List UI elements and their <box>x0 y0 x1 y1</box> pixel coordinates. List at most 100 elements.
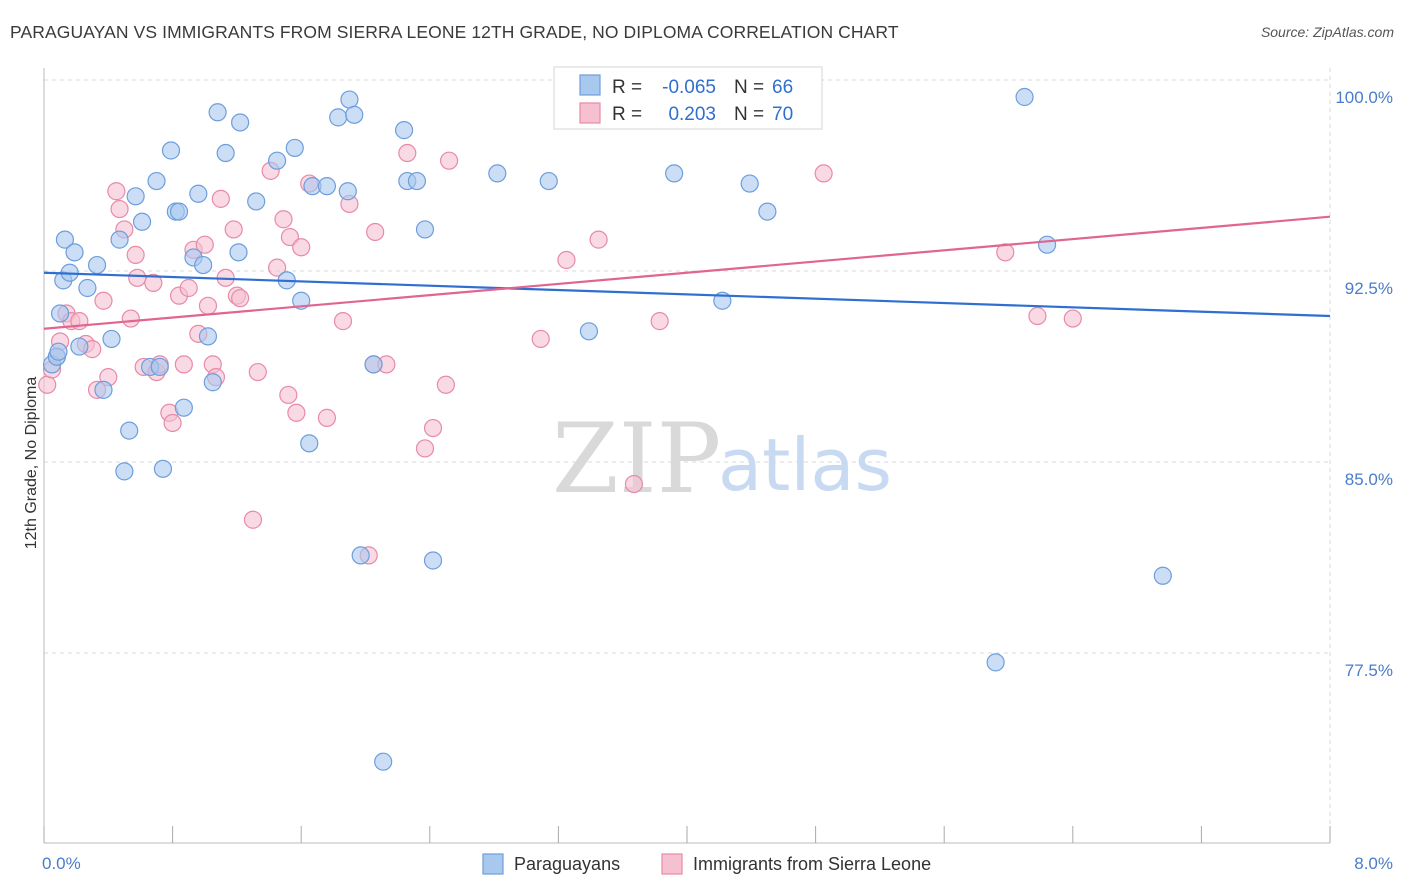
paraguayan-point <box>329 108 348 127</box>
sierra-leone-point <box>163 413 182 433</box>
sierra-leone-point <box>121 309 140 328</box>
sierra-leone-point <box>317 408 337 427</box>
legend-r-label: R = <box>612 77 642 98</box>
paraguayan-point <box>70 337 89 356</box>
legend-r-value: -0.065 <box>662 77 716 98</box>
bottom-legend: Paraguayans Immigrants from Sierra Leone <box>482 853 931 875</box>
sierra-leone-point <box>279 385 298 405</box>
paraguayan-point <box>423 551 443 570</box>
sierra-leone-point <box>179 278 198 298</box>
legend-n-label: N = <box>734 77 764 98</box>
sierra-leone-point <box>198 296 218 315</box>
paraguayan-trend-line <box>43 271 1331 318</box>
paraguayan-point <box>374 752 393 771</box>
paraguayan-point <box>1015 87 1034 107</box>
sierra-leone-point <box>144 273 163 293</box>
bottom-legend-swatch-pink <box>661 853 683 875</box>
paraguayan-point <box>115 462 134 481</box>
watermark-zip: ZIP <box>552 403 721 515</box>
paraguayan-point <box>338 182 357 201</box>
paraguayan-point <box>345 105 364 124</box>
paraguayan-point <box>174 398 193 417</box>
paraguayan-point <box>126 187 145 206</box>
paraguayan-point <box>169 202 189 221</box>
paraguayan-point <box>110 230 129 249</box>
sierra-leone-point <box>1063 309 1082 328</box>
bottom-legend-sierra-leone: Immigrants from Sierra Leone <box>693 854 931 874</box>
legend-n-label: N = <box>734 104 764 125</box>
paraguayan-point <box>216 143 235 163</box>
sierra-leone-point <box>231 289 250 308</box>
sierra-leone-point <box>195 235 214 254</box>
paraguayan-point <box>285 138 304 158</box>
bottom-legend-paraguayans: Paraguayans <box>514 854 620 874</box>
sierra-leone-point <box>224 220 243 239</box>
paraguayan-point <box>740 174 759 193</box>
x-tick-label: 0.0% <box>42 854 81 873</box>
legend-r-value: 0.203 <box>668 104 716 125</box>
paraguayan-point <box>539 171 558 191</box>
paraguayan-point <box>50 304 70 323</box>
source-label: Source: ZipAtlas.com <box>1260 24 1394 40</box>
sierra-leone-point <box>333 312 353 331</box>
legend-r-label: R = <box>612 104 642 125</box>
y-tick-label: 77.5% <box>1345 661 1393 680</box>
sierra-leone-point <box>814 164 833 183</box>
paraguayan-point <box>415 220 435 239</box>
paraguayan-point <box>153 459 173 478</box>
paraguayan-point <box>364 355 383 374</box>
data-points <box>38 87 1172 771</box>
paraguayan-point <box>267 151 287 170</box>
bottom-legend-swatch-blue <box>482 853 504 875</box>
paraguayan-point <box>102 329 121 349</box>
y-tick-label: 100.0% <box>1335 88 1393 107</box>
paraguayan-point <box>1153 566 1172 585</box>
paraguayan-point <box>49 342 68 361</box>
sierra-leone-point <box>398 143 417 163</box>
legend-swatch-blue <box>579 74 601 96</box>
sierra-leone-point <box>110 199 129 219</box>
trend-lines <box>43 215 1331 330</box>
sierra-leone-point <box>267 258 287 277</box>
sierra-leone-point <box>996 243 1015 262</box>
paraguayan-point <box>198 327 218 346</box>
sierra-leone-point <box>174 355 193 374</box>
sierra-leone-point <box>128 268 147 287</box>
paraguayan-point <box>407 171 427 191</box>
sierra-leone-point <box>248 362 267 382</box>
sierra-leone-point <box>280 227 300 247</box>
paraguayan-point <box>231 113 250 132</box>
sierra-leone-point <box>366 222 385 242</box>
sierra-leone-point <box>624 474 644 494</box>
paraguayan-point <box>150 357 169 377</box>
paraguayan-point <box>229 243 248 262</box>
paraguayan-point <box>194 255 213 275</box>
legend-box: R = -0.065 N = 66 R = 0.203 N = 70 <box>553 66 823 130</box>
watermark-atlas: atlas <box>718 423 892 507</box>
sierra-leone-point <box>557 250 576 270</box>
paraguayan-point <box>161 141 181 160</box>
x-tick-labels: 0.0% 8.0% <box>42 854 1393 873</box>
paraguayan-point <box>758 202 777 221</box>
sierra-leone-point <box>439 151 459 170</box>
paraguayan-point <box>94 380 113 399</box>
legend-n-value: 66 <box>772 77 793 98</box>
paraguayan-point <box>55 230 74 249</box>
sierra-leone-point <box>243 510 263 529</box>
sierra-leone-point <box>589 230 608 249</box>
sierra-leone-point <box>415 439 435 458</box>
paraguayan-point <box>579 322 599 341</box>
sierra-leone-point <box>650 312 669 331</box>
paraguayan-point <box>247 192 266 211</box>
paraguayan-point <box>488 164 507 183</box>
legend-swatch-pink <box>579 102 601 124</box>
sierra-leone-point <box>107 182 126 201</box>
sierra-leone-point <box>38 375 57 394</box>
sierra-leone-point <box>1028 306 1047 326</box>
paraguayan-point <box>665 164 684 183</box>
x-tick-label: 8.0% <box>1354 854 1393 873</box>
paraguayan-point <box>203 373 222 392</box>
paraguayan-point <box>147 171 166 191</box>
paraguayan-point <box>78 278 97 298</box>
